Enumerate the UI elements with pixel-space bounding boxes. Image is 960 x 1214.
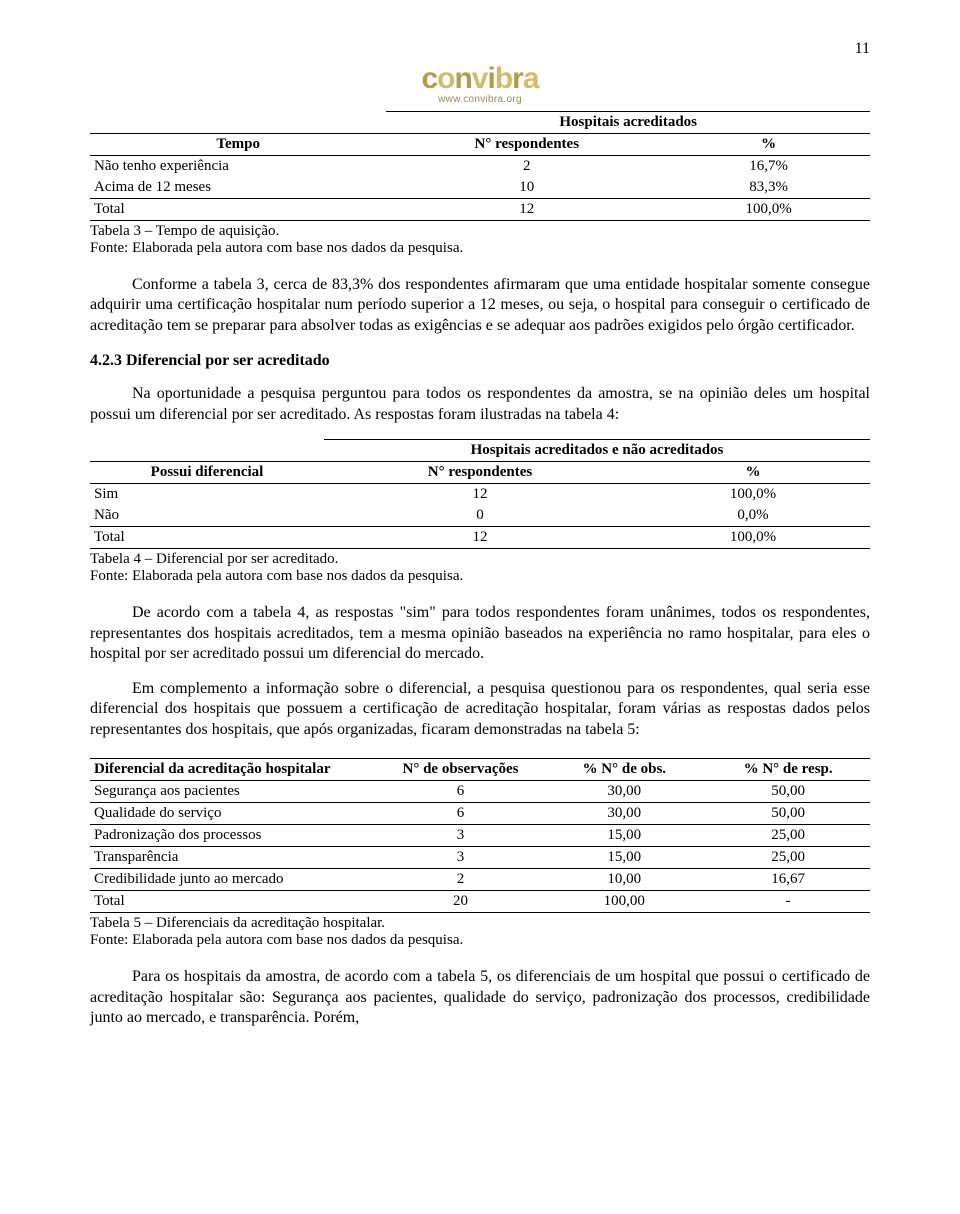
paragraph-4: Em complemento a informação sobre o dife… — [90, 679, 870, 740]
paragraph-5: Para os hospitais da amostra, de acordo … — [90, 967, 870, 1028]
t5-r1c3: 30,00 — [542, 803, 706, 825]
logo-header: convibra www.convibra.org — [90, 62, 870, 105]
t3-r1c1: Acima de 12 meses — [90, 177, 386, 199]
convibra-logo: convibra — [90, 62, 870, 96]
t4-superheader: Hospitais acreditados e não acreditados — [324, 440, 870, 462]
t5-h4: % N° de resp. — [706, 759, 870, 781]
t3-r0c3: 16,7% — [667, 156, 870, 178]
table-4-caption: Tabela 4 – Diferencial por ser acreditad… — [90, 551, 870, 568]
t5-r4c3: 10,00 — [542, 869, 706, 891]
t4-r0c2: 12 — [324, 484, 636, 506]
t4-totc2: 12 — [324, 527, 636, 549]
t5-r5c2: 20 — [379, 891, 543, 913]
t5-r1c4: 50,00 — [706, 803, 870, 825]
t5-r5c3: 100,00 — [542, 891, 706, 913]
page-number: 11 — [90, 40, 870, 58]
t5-r3c2: 3 — [379, 847, 543, 869]
table-3-caption: Tabela 3 – Tempo de aquisição. — [90, 223, 870, 240]
t5-r4c2: 2 — [379, 869, 543, 891]
t4-h1: Possui diferencial — [90, 462, 324, 484]
t5-r0c1: Segurança aos pacientes — [90, 781, 379, 803]
t5-r4c1: Credibilidade junto ao mercado — [90, 869, 379, 891]
paragraph-2: Na oportunidade a pesquisa perguntou par… — [90, 384, 870, 425]
t4-h2: N° respondentes — [324, 462, 636, 484]
t3-h3: % — [667, 134, 870, 156]
logo-url: www.convibra.org — [90, 94, 870, 105]
t3-totc1: Total — [90, 199, 386, 221]
t5-r2c1: Padronização dos processos — [90, 825, 379, 847]
t3-totc2: 12 — [386, 199, 667, 221]
t3-h2: N° respondentes — [386, 134, 667, 156]
t4-totc3: 100,0% — [636, 527, 870, 549]
t4-r1c2: 0 — [324, 505, 636, 527]
table-5: Diferencial da acreditação hospitalar N°… — [90, 758, 870, 913]
paragraph-3: De acordo com a tabela 4, as respostas "… — [90, 603, 870, 664]
t5-r5c1: Total — [90, 891, 379, 913]
t5-r3c1: Transparência — [90, 847, 379, 869]
t5-r1c2: 6 — [379, 803, 543, 825]
table-3: Hospitais acreditados Tempo N° responden… — [90, 111, 870, 221]
t5-r2c3: 15,00 — [542, 825, 706, 847]
table-3-source: Fonte: Elaborada pela autora com base no… — [90, 240, 870, 257]
t3-totc3: 100,0% — [667, 199, 870, 221]
t5-h3: % N° de obs. — [542, 759, 706, 781]
t4-h3: % — [636, 462, 870, 484]
t5-h2: N° de observações — [379, 759, 543, 781]
t5-r5c4: - — [706, 891, 870, 913]
t5-r0c4: 50,00 — [706, 781, 870, 803]
table-5-source: Fonte: Elaborada pela autora com base no… — [90, 932, 870, 949]
t4-r0c1: Sim — [90, 484, 324, 506]
t5-r0c3: 30,00 — [542, 781, 706, 803]
t5-r3c4: 25,00 — [706, 847, 870, 869]
paragraph-1: Conforme a tabela 3, cerca de 83,3% dos … — [90, 275, 870, 336]
t3-superheader: Hospitais acreditados — [386, 112, 870, 134]
t4-r1c1: Não — [90, 505, 324, 527]
t3-empty — [90, 112, 386, 134]
t5-h1: Diferencial da acreditação hospitalar — [90, 759, 379, 781]
t5-r4c4: 16,67 — [706, 869, 870, 891]
t4-empty — [90, 440, 324, 462]
t4-r0c3: 100,0% — [636, 484, 870, 506]
t5-r0c2: 6 — [379, 781, 543, 803]
t3-r0c1: Não tenho experiência — [90, 156, 386, 178]
table-5-caption: Tabela 5 – Diferenciais da acreditação h… — [90, 915, 870, 932]
t4-r1c3: 0,0% — [636, 505, 870, 527]
t3-r0c2: 2 — [386, 156, 667, 178]
t5-r2c2: 3 — [379, 825, 543, 847]
page: 11 convibra www.convibra.org Hospitais a… — [0, 0, 960, 1089]
t5-r2c4: 25,00 — [706, 825, 870, 847]
t5-r1c1: Qualidade do serviço — [90, 803, 379, 825]
section-423-heading: 4.2.3 Diferencial por ser acreditado — [90, 352, 870, 370]
t3-h1: Tempo — [90, 134, 386, 156]
t3-r1c3: 83,3% — [667, 177, 870, 199]
t4-totc1: Total — [90, 527, 324, 549]
t5-r3c3: 15,00 — [542, 847, 706, 869]
table-4-source: Fonte: Elaborada pela autora com base no… — [90, 568, 870, 585]
table-4: Hospitais acreditados e não acreditados … — [90, 439, 870, 549]
t3-r1c2: 10 — [386, 177, 667, 199]
